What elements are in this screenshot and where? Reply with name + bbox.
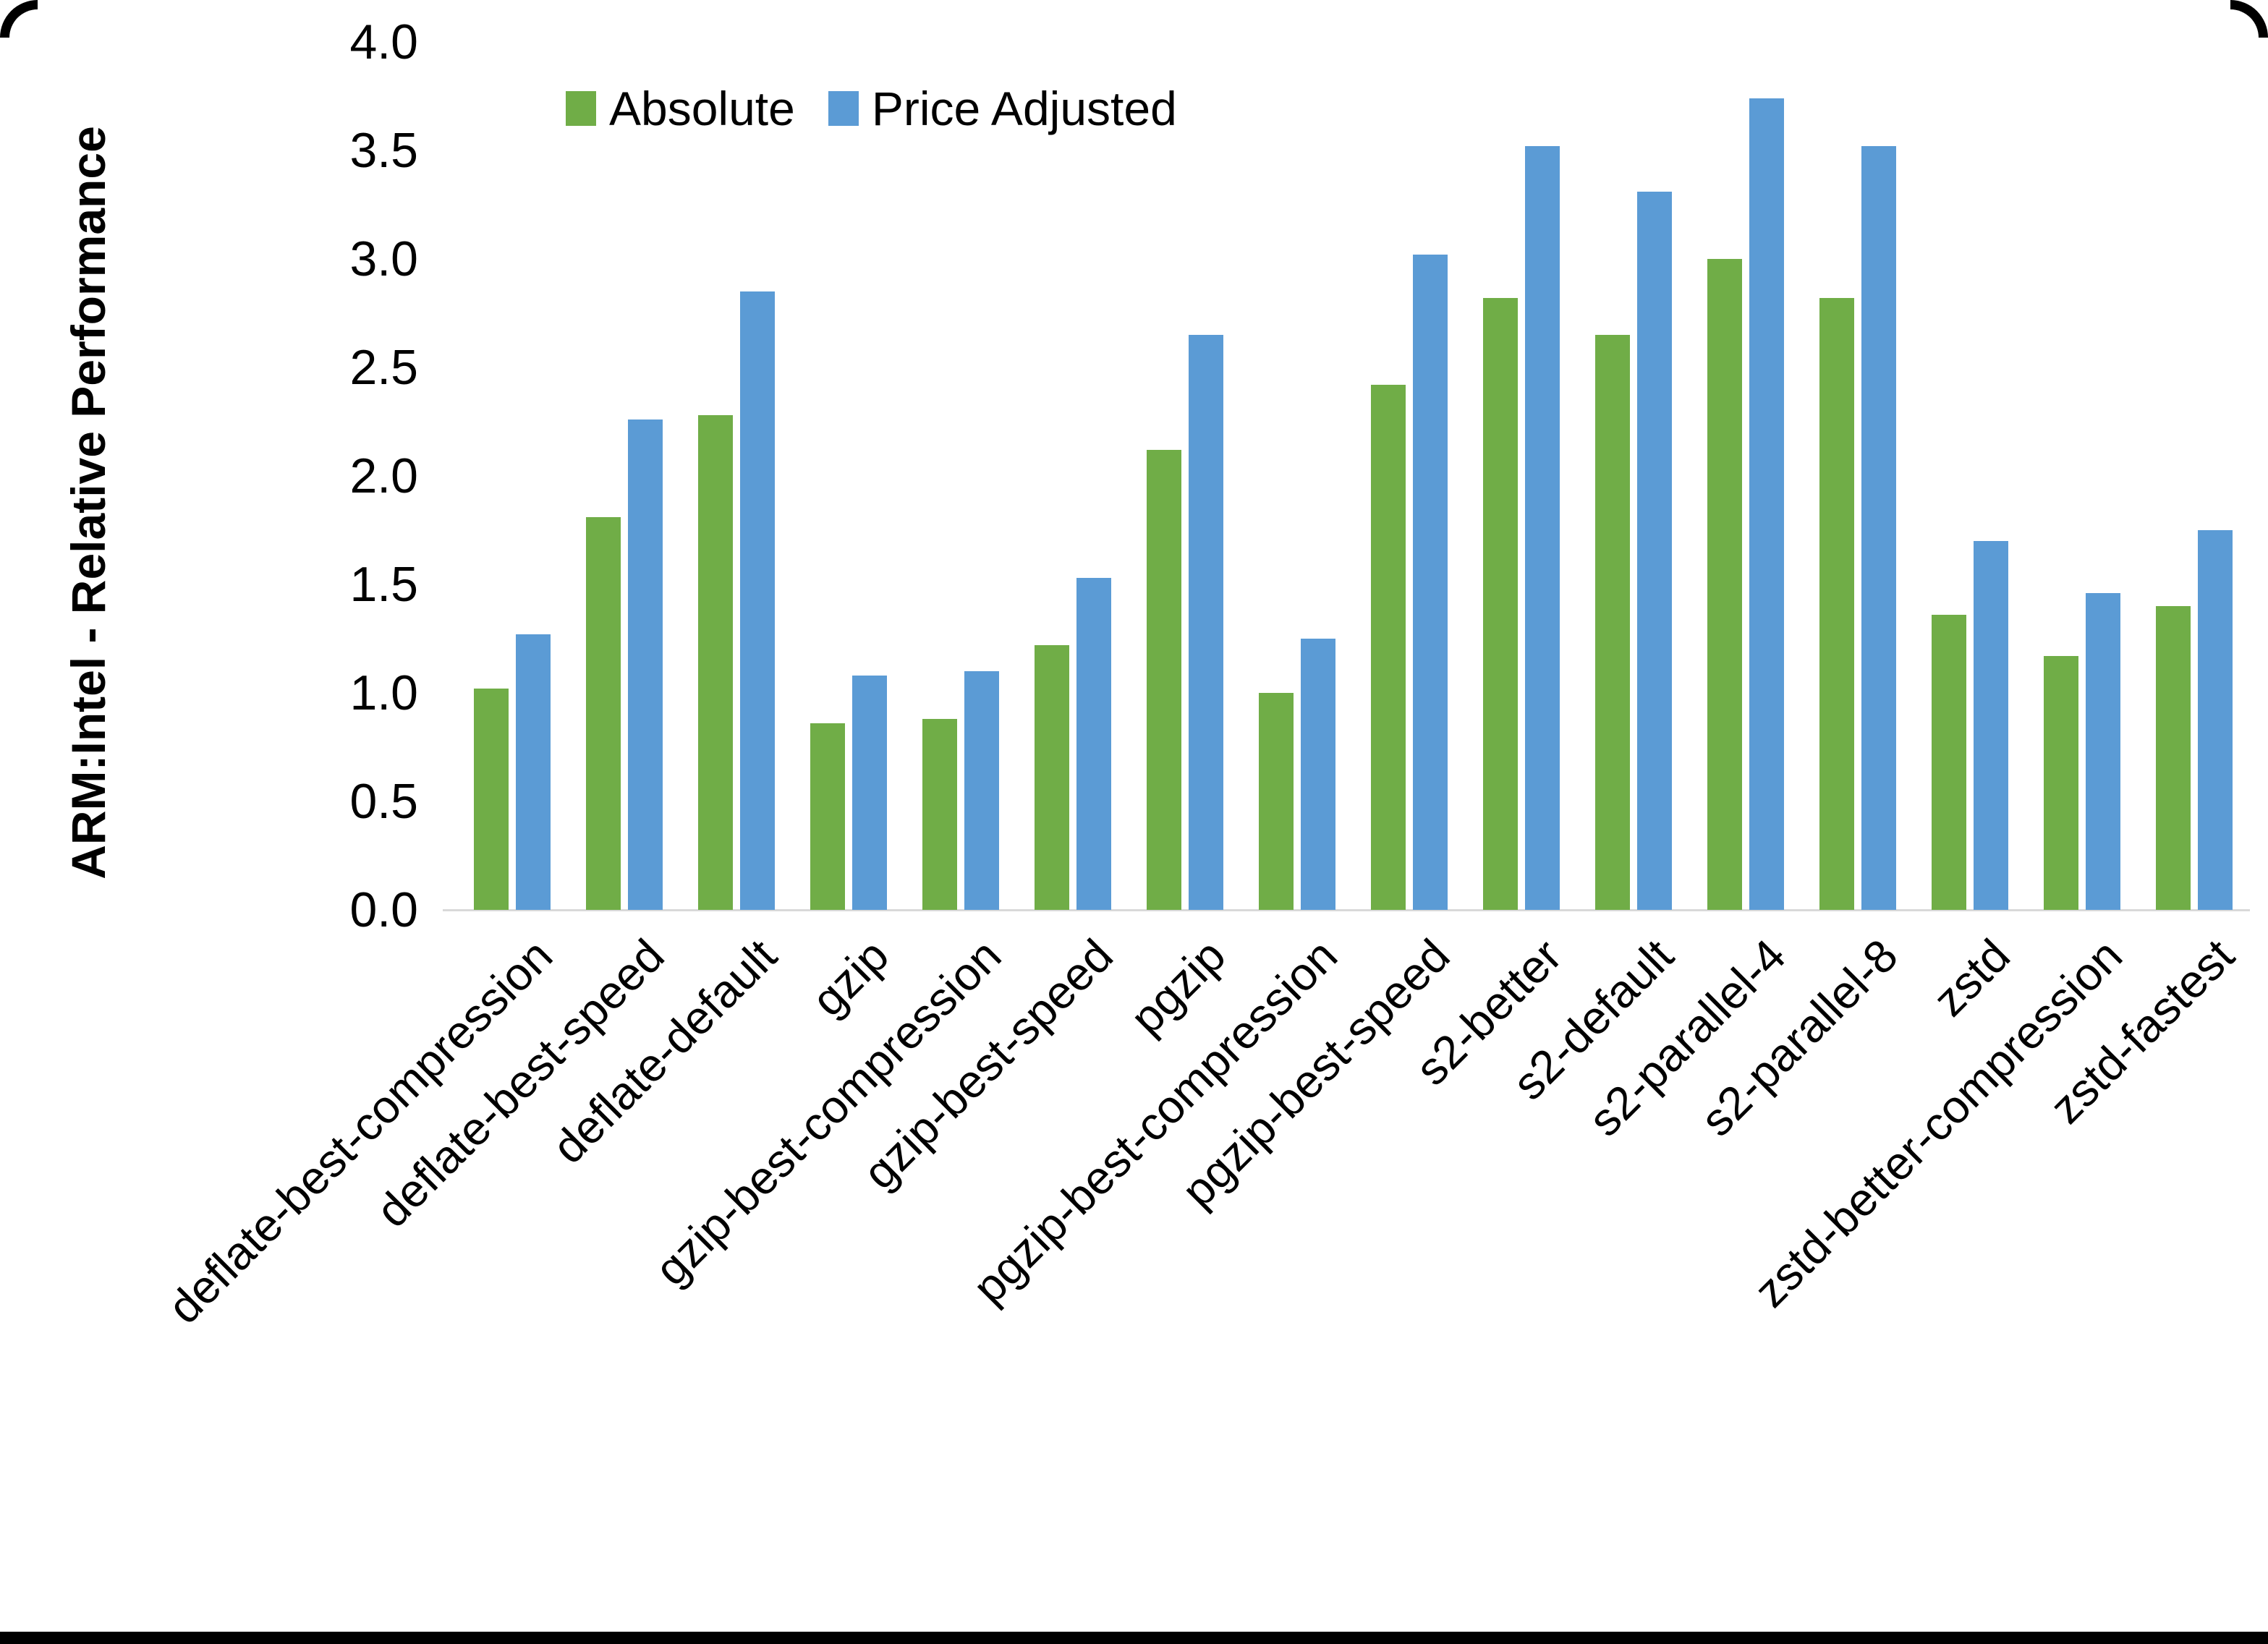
bar-price-adjusted-deflate-default	[739, 291, 775, 910]
bar-absolute-s2-better	[1482, 298, 1518, 910]
legend-label-absolute: Absolute	[609, 82, 795, 135]
bar-group-gzip-best-speed	[1016, 578, 1129, 910]
frame-top-left-corner	[0, 0, 38, 38]
bar-group-s2-better	[1465, 146, 1577, 910]
bar-absolute-pgzip-best-compression	[1258, 693, 1294, 910]
bar-group-deflate-best-speed	[568, 419, 680, 910]
y-axis-tick-2.5: 2.5	[349, 340, 418, 395]
y-axis-tick-1.5: 1.5	[349, 557, 418, 612]
y-axis-tick-0.0: 0.0	[349, 882, 418, 937]
bar-price-adjusted-s2-default	[1636, 192, 1672, 910]
y-axis-tick-4.0: 4.0	[349, 14, 418, 69]
bar-absolute-zstd	[1931, 615, 1966, 910]
frame-bottom-border	[0, 1632, 2268, 1644]
bar-price-adjusted-deflate-best-speed	[627, 419, 663, 910]
x-axis-label-gzip: gzip	[802, 929, 899, 1026]
y-axis-title: ARM:Intel - Relative Performance	[61, 126, 115, 880]
x-axis-line	[443, 909, 2250, 911]
legend-item-absolute: Absolute	[566, 81, 795, 136]
x-axis-label-zstd: zstd	[1923, 929, 2021, 1026]
bar-price-adjusted-deflate-best-compression	[515, 634, 551, 910]
bar-group-deflate-default	[680, 291, 792, 910]
bar-group-s2-default	[1577, 192, 1689, 910]
legend-item-price-adjusted: Price Adjusted	[828, 81, 1177, 136]
bar-price-adjusted-zstd-better-compression	[2085, 593, 2120, 910]
plot-area	[456, 42, 2250, 910]
bar-price-adjusted-s2-parallel-4	[1749, 98, 1784, 910]
legend-label-price-adjusted: Price Adjusted	[871, 82, 1177, 135]
bar-absolute-gzip-best-compression	[922, 719, 957, 910]
bar-absolute-s2-parallel-4	[1707, 259, 1742, 910]
y-axis-tick-1.0: 1.0	[349, 665, 418, 720]
bar-price-adjusted-pgzip-best-compression	[1300, 639, 1335, 910]
bar-group-zstd	[1914, 541, 2026, 910]
bar-absolute-deflate-best-compression	[473, 689, 509, 910]
y-axis-tick-0.5: 0.5	[349, 774, 418, 829]
bar-absolute-zstd-better-compression	[2043, 656, 2078, 910]
y-axis-tick-2.0: 2.0	[349, 448, 418, 503]
bar-price-adjusted-gzip-best-speed	[1076, 578, 1111, 910]
bar-absolute-pgzip	[1146, 450, 1181, 910]
bar-absolute-s2-default	[1594, 335, 1630, 910]
bar-price-adjusted-pgzip	[1188, 335, 1223, 910]
bar-group-zstd-fastest	[2138, 530, 2250, 910]
bar-price-adjusted-zstd-fastest	[2197, 530, 2233, 910]
bar-absolute-pgzip-best-speed	[1370, 385, 1406, 910]
bar-absolute-zstd-fastest	[2155, 606, 2191, 910]
legend-swatch-absolute-icon	[566, 91, 596, 126]
bar-absolute-gzip	[810, 723, 845, 910]
bar-group-s2-parallel-8	[1801, 146, 1914, 910]
bar-group-pgzip-best-speed	[1353, 255, 1465, 910]
bar-price-adjusted-pgzip-best-speed	[1412, 255, 1448, 910]
bar-group-pgzip-best-compression	[1241, 639, 1353, 910]
bar-absolute-gzip-best-speed	[1034, 645, 1069, 910]
y-axis-tick-3.0: 3.0	[349, 231, 418, 286]
bar-absolute-deflate-default	[697, 415, 733, 910]
legend-swatch-price-adjusted-icon	[828, 91, 859, 126]
bar-absolute-s2-parallel-8	[1819, 298, 1854, 910]
y-axis-tick-3.5: 3.5	[349, 123, 418, 178]
frame-top-right-corner	[2230, 0, 2268, 38]
bar-group-gzip-best-compression	[904, 671, 1016, 910]
bar-group-deflate-best-compression	[456, 634, 568, 910]
bar-group-zstd-better-compression	[2026, 593, 2138, 910]
bar-price-adjusted-gzip	[851, 676, 887, 910]
bar-price-adjusted-s2-parallel-8	[1861, 146, 1896, 910]
bar-price-adjusted-zstd	[1973, 541, 2008, 910]
legend: Absolute Price Adjusted	[566, 81, 1177, 136]
bar-absolute-deflate-best-speed	[585, 517, 621, 910]
bar-group-gzip	[792, 676, 904, 910]
bar-group-pgzip	[1129, 335, 1241, 910]
bar-price-adjusted-s2-better	[1524, 146, 1560, 910]
bar-price-adjusted-gzip-best-compression	[964, 671, 999, 910]
bar-group-s2-parallel-4	[1689, 98, 1801, 910]
